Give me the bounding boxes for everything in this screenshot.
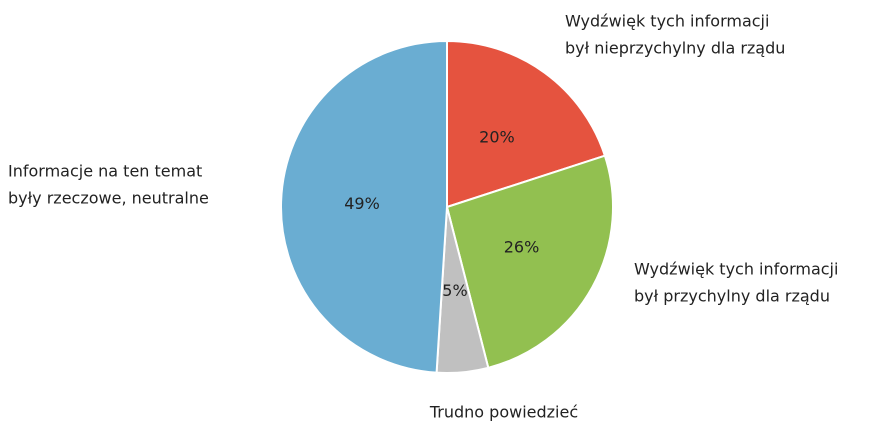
pie-slice xyxy=(445,154,614,370)
pie-slice xyxy=(280,39,448,374)
slice-value-label: 49% xyxy=(344,194,380,213)
slice-category-label: Wydźwięk tych informacji xyxy=(634,260,838,279)
pie-slice xyxy=(446,39,607,209)
slice-category-label: był nieprzychylny dla rządu xyxy=(565,39,785,58)
slice-value-label: 26% xyxy=(504,237,540,256)
slice-value-label: 20% xyxy=(479,128,515,147)
slice-category-label: były rzeczowe, neutralne xyxy=(8,189,209,208)
slice-category-label: Trudno powiedzieć xyxy=(429,403,578,422)
slice-category-label: Informacje na ten temat xyxy=(8,162,202,181)
slice-value-label: 5% xyxy=(442,281,467,300)
slice-category-label: był przychylny dla rządu xyxy=(634,287,830,306)
slice-category-label: Wydźwięk tych informacji xyxy=(565,12,769,31)
